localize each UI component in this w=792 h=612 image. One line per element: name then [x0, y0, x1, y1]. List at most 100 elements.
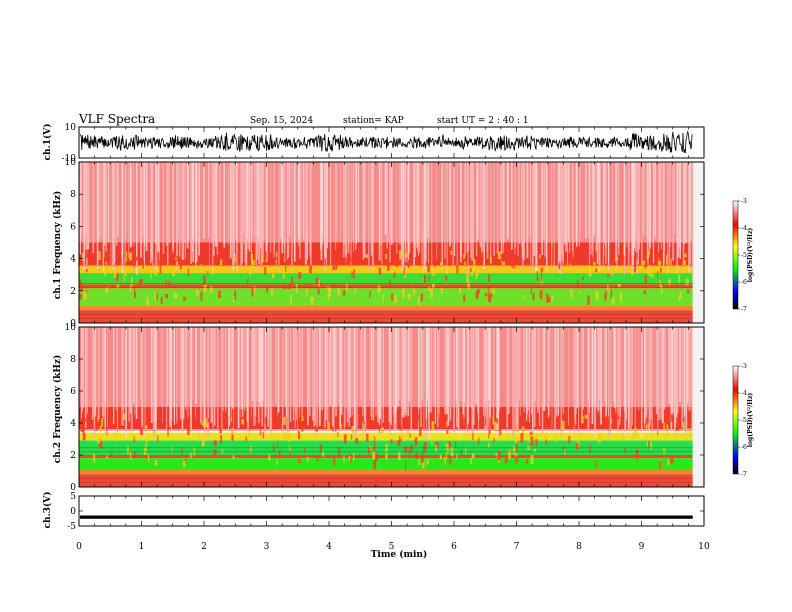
- ch2-spec-streak: [97, 327, 100, 419]
- ch2-spec-speckle: [343, 455, 345, 463]
- ch1-spec-speckle: [429, 256, 431, 266]
- ch2-spectrogram-panel: 0 2 4 6 8 10: [65, 323, 705, 493]
- ch1-spec-speckle: [377, 286, 381, 293]
- ch1-spec-speckle: [172, 268, 175, 277]
- ch2-spec-speckle: [122, 413, 126, 420]
- ch2-spec-streak: [190, 327, 192, 438]
- ch1-colorbar-tick-label: -6: [741, 279, 747, 286]
- ch2-spec-streak: [428, 327, 430, 413]
- ch1-spec-streak: [486, 162, 489, 259]
- ch2-spec-streak: [627, 327, 630, 429]
- ch2-spec-streak: [524, 327, 526, 404]
- ch2-spec-streak: [195, 327, 196, 417]
- ch1-spec-speckle: [150, 269, 152, 279]
- ch2-spec-streak: [228, 327, 231, 427]
- ch1-spec-speckle: [502, 261, 506, 269]
- ch1-spec-streak: [518, 162, 521, 237]
- ch1-spec-streak: [471, 162, 473, 261]
- ch2-spec-streak: [683, 327, 685, 417]
- ch1-spec-streak: [522, 162, 525, 261]
- ch1-spec-streak: [355, 162, 357, 250]
- ch2-spec-speckle: [443, 421, 446, 428]
- ch2-spec-streak: [630, 327, 633, 408]
- ch1-spec-speckle: [176, 255, 179, 262]
- ch1-spec-streak: [79, 162, 81, 255]
- ch2-spec-speckle: [82, 433, 86, 441]
- ch2-spec-streak: [130, 327, 132, 414]
- ch2-spec-streak: [107, 327, 108, 427]
- ch2-spec-streak: [401, 327, 403, 432]
- ch2-spec-streak: [258, 327, 260, 403]
- ch2-spec-speckle: [688, 428, 692, 438]
- figure-title: VLF Spectra: [78, 112, 155, 126]
- ch2-spec-speckle: [352, 430, 355, 434]
- ch1-spec-speckle: [272, 273, 275, 279]
- ch2-spec-speckle: [664, 418, 666, 422]
- ch2-spec-speckle: [107, 432, 109, 440]
- ch2-spec-speckle: [289, 445, 291, 452]
- ch1-spec-streak: [291, 162, 293, 273]
- ch2-spec-streak: [632, 327, 633, 426]
- ch1-spec-streak: [151, 162, 153, 261]
- ch1-spec-streak: [396, 162, 398, 254]
- ch2-spec-speckle: [544, 433, 547, 439]
- ch1-spec-streak: [633, 162, 636, 249]
- ch2-spec-speckle: [97, 439, 101, 444]
- ch2-spec-ytick-label: 4: [70, 419, 76, 429]
- ch2-spec-streak: [86, 327, 88, 414]
- ch1-spec-speckle: [152, 264, 154, 268]
- ch2-spec-streak: [364, 327, 366, 423]
- ch1-spec-speckle: [261, 256, 263, 263]
- ch2-spec-speckle: [399, 424, 402, 431]
- ch2-spec-speckle: [145, 425, 148, 432]
- ch2-spec-speckle: [287, 432, 289, 439]
- ch2-spec-speckle: [207, 418, 210, 423]
- ch1-spec-streak: [156, 162, 159, 253]
- ch1-voltage-axis-label: ch.1(V): [42, 124, 53, 161]
- ch1-spec-streak: [628, 162, 630, 268]
- ch2-spec-speckle: [278, 450, 281, 459]
- ch2-spec-streak: [398, 327, 401, 401]
- ch2-spec-streak: [335, 327, 337, 417]
- ch2-spec-speckle: [283, 417, 286, 425]
- ch1-spec-streak: [345, 162, 348, 265]
- ch2-spec-streak: [214, 327, 216, 426]
- ch2-spec-streak: [357, 327, 359, 432]
- ch2-spec-streak: [201, 327, 204, 405]
- ch2-spec-streak: [256, 327, 258, 402]
- ch2-spec-speckle: [82, 426, 85, 435]
- ch1-spec-speckle: [252, 260, 255, 269]
- ch1-spec-speckle: [138, 281, 141, 287]
- ch2-spec-streak: [104, 327, 106, 403]
- ch1-spec-streak: [431, 162, 433, 270]
- ch1-spec-streak: [255, 162, 257, 269]
- ch2-spec-streak: [211, 327, 213, 420]
- ch1-spec-speckle: [492, 287, 495, 295]
- ch2-spec-speckle: [100, 442, 103, 449]
- time-tick-label: 1: [139, 542, 145, 552]
- ch2-spec-speckle: [506, 436, 508, 441]
- ch2-spec-speckle: [648, 441, 650, 449]
- ch2-spec-speckle: [487, 443, 490, 448]
- ch2-spec-speckle: [231, 427, 234, 435]
- ch2-spec-streak: [486, 327, 488, 430]
- ch1-spec-speckle: [378, 267, 382, 275]
- ch1-spec-speckle: [666, 254, 668, 265]
- ch1-spec-streak: [688, 162, 691, 272]
- ch2-spec-speckle: [147, 454, 150, 462]
- ch1-spec-speckle: [197, 255, 200, 261]
- ch1-spec-streak: [310, 162, 312, 244]
- ch2-spec-speckle: [351, 434, 353, 440]
- ch1-spec-streak: [592, 162, 594, 262]
- ch1-spec-streak: [100, 162, 102, 237]
- ch2-spec-streak: [270, 327, 273, 438]
- ch1-spec-speckle: [512, 258, 515, 265]
- ch1-spec-speckle: [678, 296, 680, 302]
- ch2-spec-streak: [125, 327, 127, 437]
- ch2-spec-streak: [587, 327, 589, 400]
- ch2-spec-streak: [333, 327, 335, 432]
- ch2-spec-speckle: [444, 456, 446, 465]
- ch1-spec-streak: [378, 162, 381, 261]
- ch2-spec-speckle: [514, 423, 517, 432]
- ch1-spec-streak: [320, 162, 323, 246]
